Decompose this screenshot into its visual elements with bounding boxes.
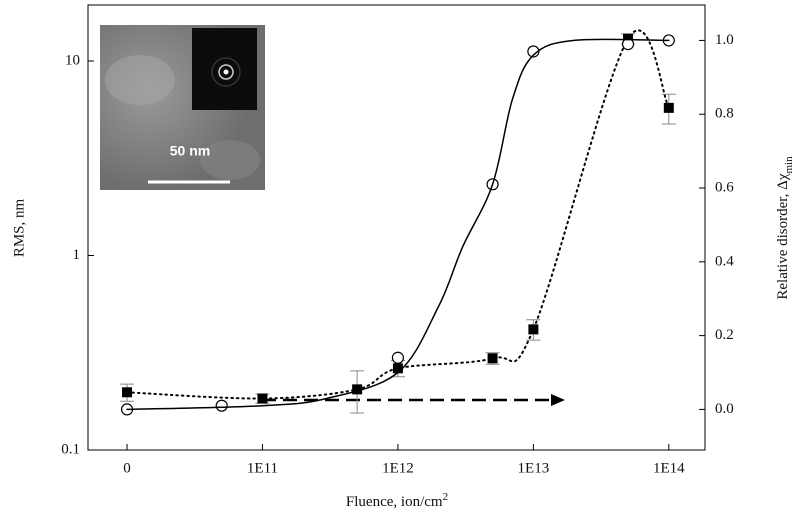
square-marker [257,393,268,404]
y-tick-label: 1 [73,247,81,263]
x-tick-label: 0 [123,460,131,476]
circle-marker [621,38,635,51]
square-marker [352,384,363,395]
square-marker [487,353,498,364]
x-tick-label: 1E14 [653,460,685,476]
circle-marker [527,45,540,58]
scale-label: 50 nm [170,143,210,159]
y2-tick-label: 0.4 [715,253,734,269]
y2-axis-label-text: Relative disorder, Δχ [775,173,791,299]
square-marker [122,387,133,398]
x-tick-label: 1E11 [247,460,278,476]
x-axis-label: Fluence, ion/cm2 [346,491,448,511]
y2-tick-label: 0.8 [715,106,734,122]
diffraction-inset [192,28,257,110]
square-marker [663,102,674,113]
circle-marker [215,399,228,412]
circle-marker [391,351,405,364]
square-marker [528,324,539,335]
plot-frame [87,4,706,451]
x-tick-label: 1E12 [382,460,414,476]
y2-tick-label: 0.6 [715,179,734,195]
y-axis-label: RMS, nm [11,198,27,257]
x-axis-label-text: Fluence, ion/cm [346,494,443,510]
y2-tick-label: 1.0 [715,32,734,48]
y2-axis-label-sub: min [783,156,795,174]
fit-line [126,38,670,411]
y-tick-label: 10 [65,52,80,68]
fluence-arrow [262,394,565,406]
square-marker [392,363,403,374]
y2-tick-label: 0.0 [715,401,734,417]
x-tick-label: 1E13 [518,460,550,476]
y-tick-label: 0.1 [61,441,80,457]
x-axis-label-sup: 2 [443,491,449,503]
y2-axis-label: Relative disorder, Δχmin [775,156,794,300]
inset-image: 50 nm [100,25,265,190]
y2-tick-label: 0.2 [715,327,734,343]
